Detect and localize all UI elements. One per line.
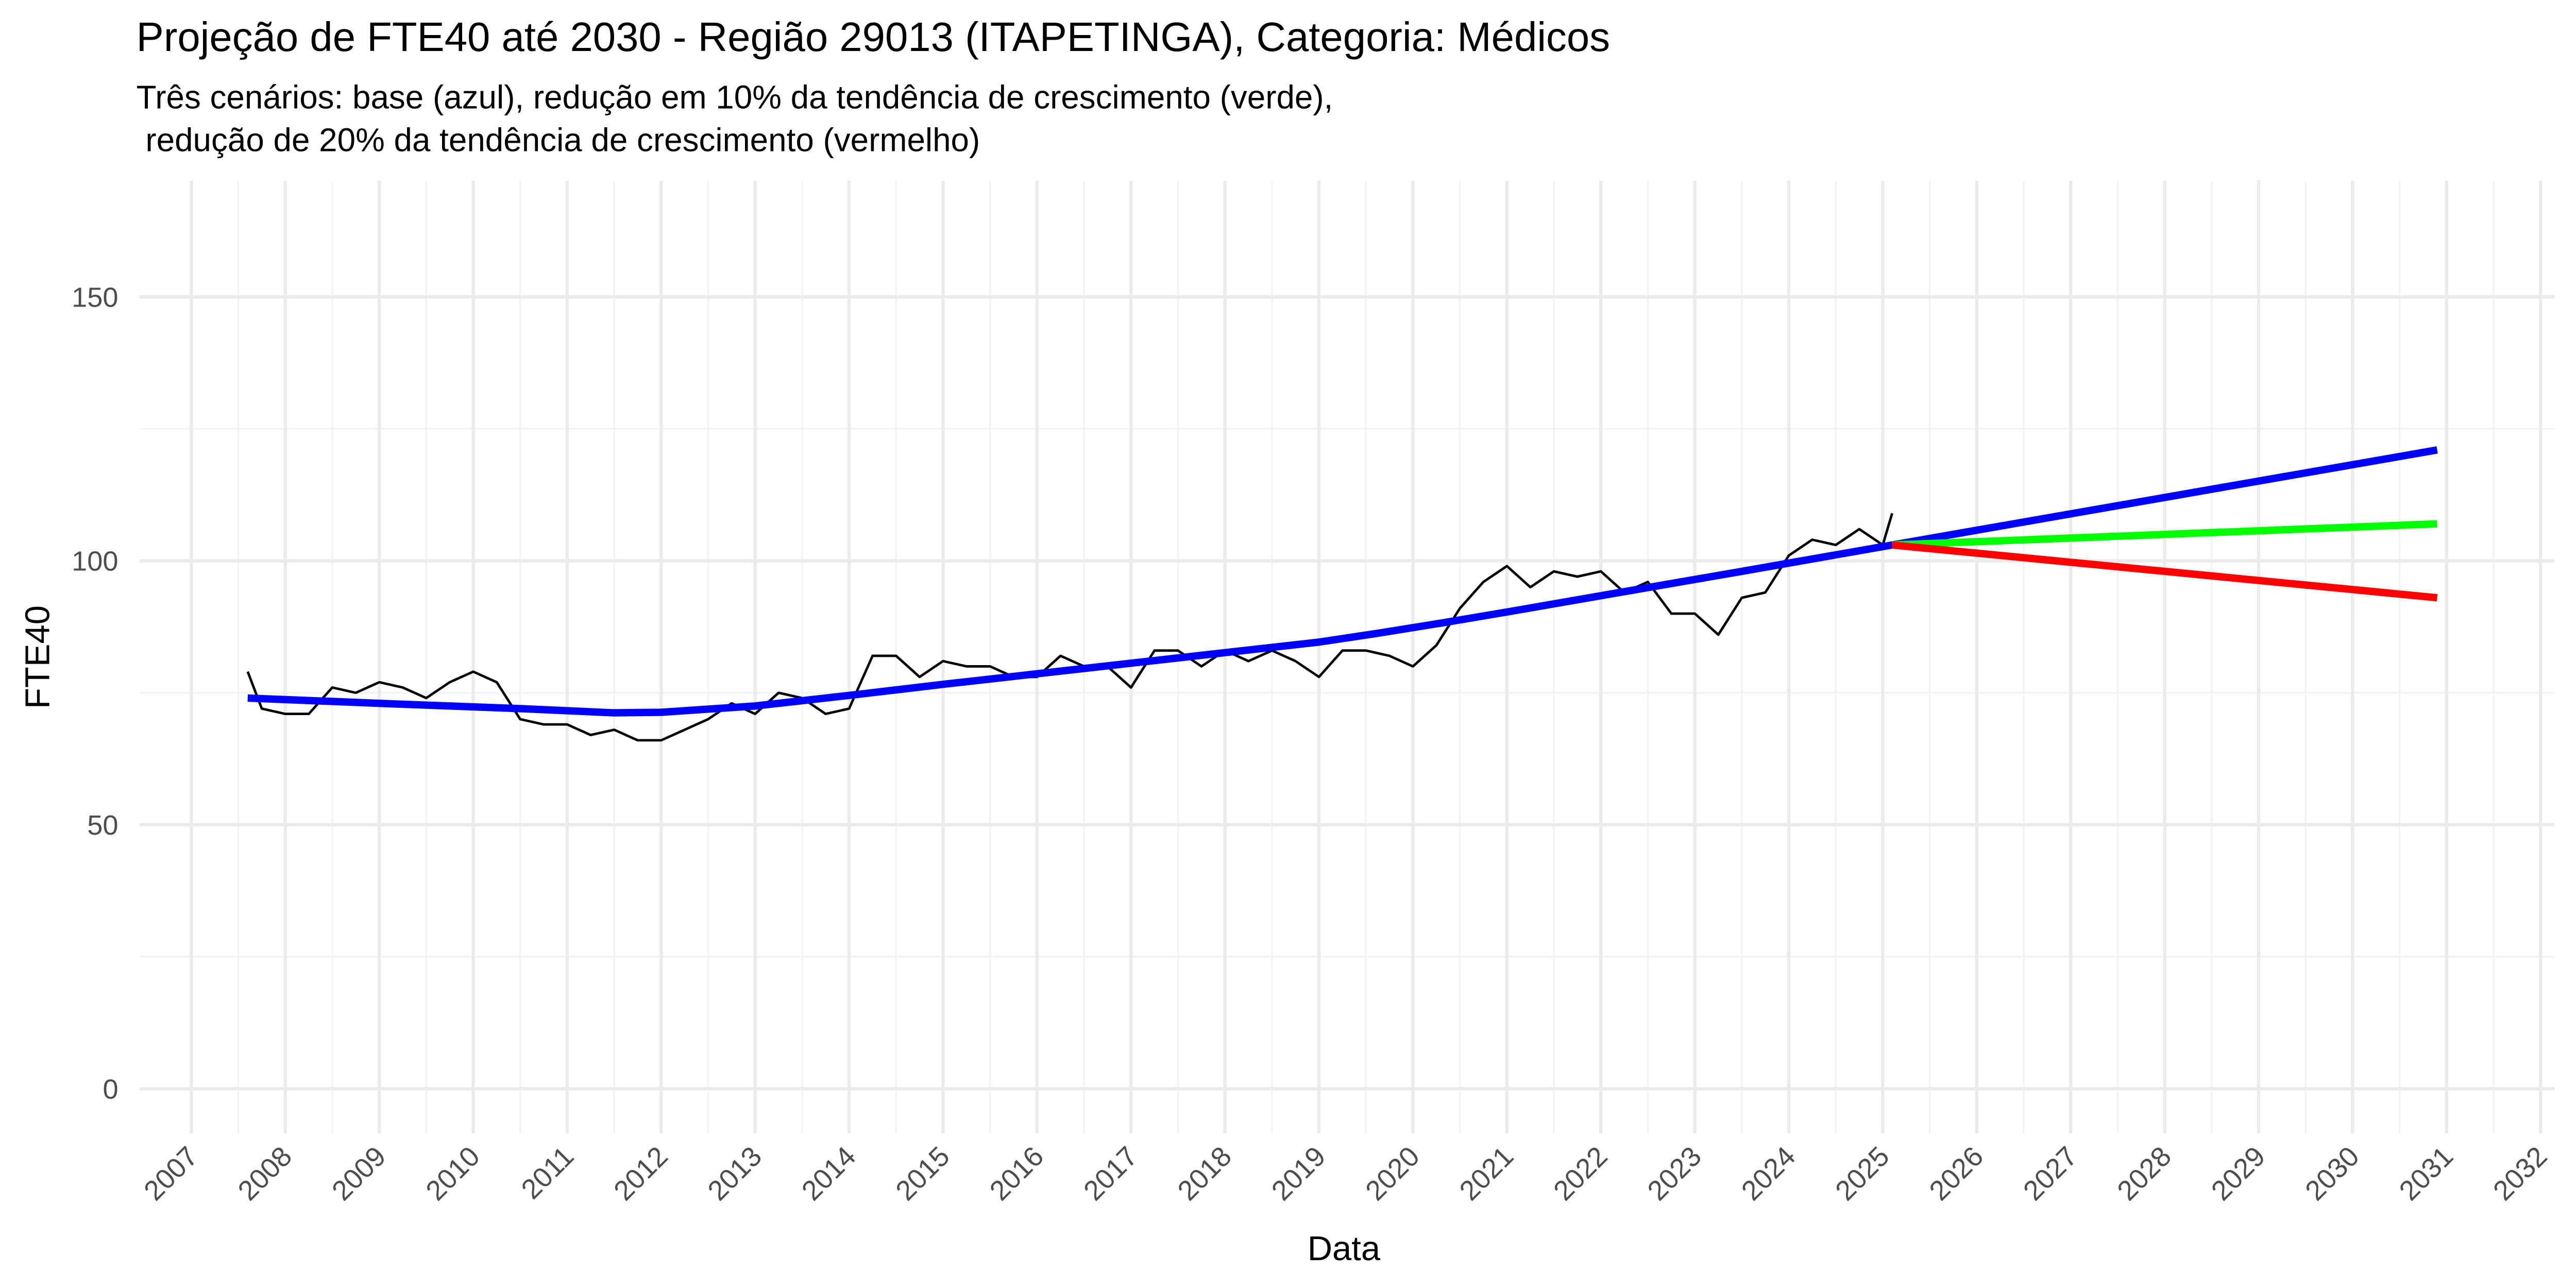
y-tick-label: 0 bbox=[103, 1074, 118, 1105]
y-tick-label: 150 bbox=[72, 282, 118, 313]
chart-title: Projeção de FTE40 até 2030 - Região 2901… bbox=[137, 14, 1610, 60]
plot-area bbox=[246, 446, 2438, 742]
series-line bbox=[247, 446, 2438, 717]
y-axis-label: FTE40 bbox=[19, 605, 57, 709]
grid bbox=[140, 180, 2555, 1134]
series-line bbox=[1891, 541, 2438, 602]
x-axis-label: Data bbox=[1308, 1229, 1381, 1268]
y-tick-label: 100 bbox=[72, 546, 118, 577]
series-line bbox=[1892, 520, 2437, 549]
chart-subtitle: Três cenários: base (azul), redução em 1… bbox=[137, 78, 1333, 115]
chart-subtitle: redução de 20% da tendência de crescimen… bbox=[137, 121, 980, 158]
y-tick-label: 50 bbox=[87, 810, 118, 841]
